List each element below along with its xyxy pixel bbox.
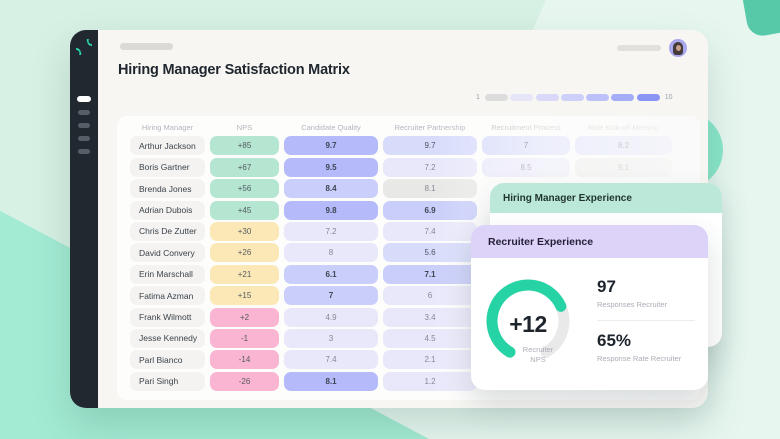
column-header-4: Recruitment Process [491,123,561,132]
hiring-manager-name[interactable]: Jesse Kennedy [130,328,205,348]
score-cell: 9.7 [383,136,477,156]
score-cell: 9.1 [575,157,672,177]
recruiter-experience-header: Recruiter Experience [471,225,708,258]
column-header-0: Hiring Manager [141,123,194,132]
score-cell: 6 [383,286,477,306]
legend-segment-5 [586,94,610,101]
hiring-manager-name[interactable]: Boris Gartner [130,157,205,177]
stats-divider [597,320,695,321]
hiring-manager-name[interactable]: Pari Singh [130,371,205,391]
score-cell: 1.2 [383,371,477,391]
column-header-1: NPS [236,123,253,132]
score-cell: 4.5 [383,328,477,348]
score-cell: 7.4 [383,221,477,241]
score-cell: 7.4 [284,350,378,370]
column-header-2: Candidate Quality [301,123,361,132]
breadcrumb-placeholder-bar [120,43,173,50]
score-cell: 7.2 [284,221,378,241]
column-header-5: Role Kick-off Meeting [587,123,660,132]
score-cell: 9.8 [284,200,378,220]
nps-cell: +15 [210,286,279,306]
page-title: Hiring Manager Satisfaction Matrix [118,62,350,78]
nps-cell: -14 [210,350,279,370]
legend-segment-1 [484,94,508,101]
response-rate-label: Response Rate Recruiter [597,354,682,363]
sidebar [70,30,98,408]
nps-cell: +67 [210,157,279,177]
legend-min-label: 1 [476,94,480,101]
app-logo-icon[interactable] [70,35,98,60]
score-cell: 2.1 [383,350,477,370]
score-cell: 5.6 [383,243,477,263]
hiring-manager-name[interactable]: Parl Bianco [130,350,205,370]
legend-max-label: 10 [664,94,673,101]
responses-recruiter-label: Responses Recruiter [597,300,668,309]
score-cell: 7.2 [383,157,477,177]
legend-segment-3 [535,94,559,101]
hiring-manager-name[interactable]: Adrian Dubois [130,200,205,220]
hiring-manager-name[interactable]: Chris De Zutter [130,221,205,241]
nps-cell: +21 [210,264,279,284]
hiring-manager-experience-header: Hiring Manager Experience [490,183,722,213]
score-cell: 4.9 [284,307,378,327]
score-cell: 8 [284,243,378,263]
hiring-manager-name[interactable]: David Convery [130,243,205,263]
recruiter-nps-label: Recruiter NPS [522,345,554,364]
legend-segment-2 [510,94,534,101]
sidebar-nav-item-2[interactable] [78,123,90,128]
nps-cell: -1 [210,328,279,348]
hiring-manager-name[interactable]: Fatima Azman [130,286,205,306]
score-cell: 6.9 [383,200,477,220]
score-cell: 3.4 [383,307,477,327]
hiring-manager-name[interactable]: Brenda Jones [130,179,205,199]
score-color-legend: 1 10 [474,94,674,101]
score-cell: 8.1 [383,179,477,199]
score-cell: 9.5 [284,157,378,177]
user-name-placeholder-bar [617,45,661,51]
score-cell: 8.4 [284,179,378,199]
nps-cell: +56 [210,179,279,199]
legend-scale [484,94,660,101]
response-rate-value: 65% [597,331,632,350]
nps-cell: +45 [210,200,279,220]
nps-cell: +2 [210,307,279,327]
legend-segment-7 [636,94,660,101]
user-avatar[interactable] [669,39,687,57]
score-cell: 7.1 [383,264,477,284]
score-cell: 9.7 [284,136,378,156]
sidebar-nav-item-4[interactable] [78,149,90,154]
nps-cell: -26 [210,371,279,391]
hiring-manager-name[interactable]: Frank Wilmott [130,307,205,327]
score-cell: 8.2 [575,136,672,156]
nps-cell: +26 [210,243,279,263]
avatar-face [675,45,681,51]
responses-recruiter-value: 97 [597,277,616,296]
sidebar-nav-item-1[interactable] [78,110,90,115]
sidebar-nav-item-3[interactable] [78,136,90,141]
column-header-3: Recruiter Partnership [394,123,466,132]
recruiter-stats: 97 Responses Recruiter 65% Response Rate… [597,277,697,363]
nps-cell: +85 [210,136,279,156]
score-cell: 6.1 [284,264,378,284]
recruiter-experience-card: Recruiter Experience +12 Recruiter NPS 9… [471,225,708,390]
legend-segment-6 [611,94,635,101]
nps-cell: +30 [210,221,279,241]
recruiter-nps-value: +12 [509,311,547,337]
score-cell: 7 [284,286,378,306]
legend-segment-4 [560,94,584,101]
sidebar-nav-item-0[interactable] [77,96,91,102]
score-cell: 3 [284,328,378,348]
score-cell: 7 [482,136,570,156]
score-cell: 8.1 [284,371,378,391]
sidebar-nav [77,96,91,154]
hiring-manager-name[interactable]: Erin Marschall [130,264,205,284]
hiring-manager-name[interactable]: Arthur Jackson [130,136,205,156]
recruiter-nps-gauge: +12 Recruiter NPS [478,267,578,375]
score-cell: 8.5 [482,157,570,177]
